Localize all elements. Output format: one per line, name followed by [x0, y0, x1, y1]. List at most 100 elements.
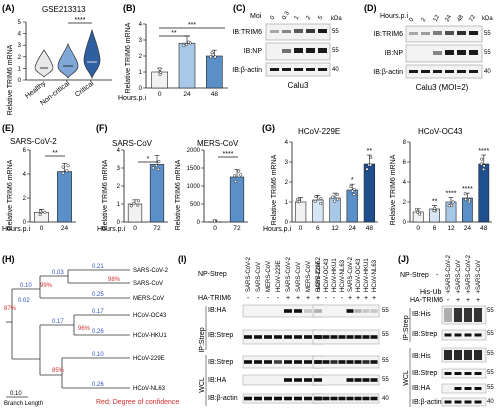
- tree-leaf: HCoV-229E: [133, 356, 165, 362]
- tree-scale-label: Branch Length: [4, 401, 43, 407]
- blot-band: [338, 360, 346, 364]
- tree-scale: 0.10: [10, 391, 22, 397]
- blot-band: [314, 378, 322, 382]
- panel-i-col-label: MERS-CoV: [306, 261, 312, 292]
- ytick-label: 1000: [187, 184, 201, 190]
- data-point: [482, 167, 486, 171]
- ytick-label: 0: [139, 86, 143, 92]
- panel-f-left-title: SARS-CoV: [112, 139, 153, 148]
- ytick-label: 4: [285, 140, 289, 146]
- panel-i-row: IB:Strep: [208, 359, 233, 366]
- blot-band: [244, 360, 252, 364]
- data-point: [450, 203, 454, 208]
- panel-i-sign: -: [257, 295, 260, 302]
- xtick-label: 24: [464, 225, 472, 232]
- panel-d-mw: 40: [484, 69, 491, 75]
- panel-a-ytick: 2: [18, 55, 22, 61]
- panel-d-cell: Calu3 (MOI=2): [416, 83, 469, 92]
- data-point: [350, 189, 355, 193]
- blot-band: [338, 335, 346, 339]
- panel-a-ytick: 0: [18, 78, 22, 84]
- panel-label-c: (C): [233, 3, 246, 13]
- panel-j-mw: 55: [487, 308, 494, 314]
- panel-j-col-label: SARS-CoV: [476, 260, 482, 290]
- data-point: [66, 164, 70, 168]
- bar: [149, 164, 165, 223]
- panel-g-left-xprefix: Hours.p.i: [263, 226, 291, 233]
- data-point: [156, 167, 160, 171]
- panel-i-col-label: SARS-CoV: [296, 262, 302, 292]
- panel-j-group: IP:Strep: [403, 315, 410, 340]
- data-point: [213, 55, 217, 59]
- xtick-label: 48: [480, 225, 488, 232]
- confidence: 87%: [4, 306, 17, 312]
- blot-band: [330, 360, 338, 364]
- tree-leaf: HCoV-OC43: [133, 313, 167, 319]
- blot-band: [346, 396, 354, 401]
- branch-length: 0.17: [52, 319, 64, 325]
- xtick-label: 12: [331, 225, 339, 232]
- ytick-label: 4: [139, 22, 143, 28]
- blot-smear: [464, 350, 472, 360]
- panel-c-col: 1: [294, 15, 301, 21]
- data-point: [336, 197, 340, 201]
- panel-c-row: IB:NP: [244, 48, 263, 55]
- blot-band: [244, 396, 252, 401]
- bar: [346, 189, 358, 223]
- panel-d-bands: [409, 31, 478, 73]
- panel-j-col-label: SARS-CoV-2: [446, 254, 452, 290]
- panel-b: Relative TRIM6 mRNA Hours.p.i *** ** 0 1 2…: [118, 22, 228, 102]
- blot-band: [284, 309, 292, 313]
- data-point: [136, 203, 140, 207]
- panel-a-yticks: 0 1 2 3 4 5: [18, 20, 26, 84]
- panel-label-g: (G): [262, 123, 275, 133]
- ytick-label: 4: [23, 172, 27, 178]
- blot-band: [370, 396, 378, 401]
- blot-band: [464, 372, 472, 375]
- data-point: [365, 167, 369, 171]
- panel-a: GSE213313 Relative TRIM6 mRNA 0 1 2 3 4 …: [7, 5, 112, 115]
- panel-i-mw: 55: [382, 377, 389, 383]
- ytick-label: 4: [117, 148, 121, 154]
- blot-band: [264, 396, 272, 401]
- branch-length: 0.25: [92, 292, 104, 298]
- blot-strip: [441, 383, 487, 394]
- ytick-label: 6: [23, 148, 27, 154]
- ytick-label: 2: [285, 180, 289, 186]
- panel-j-sign: +: [466, 289, 470, 296]
- blot-band: [346, 378, 354, 382]
- ytick-label: 1500: [187, 166, 201, 172]
- ytick-label: 0: [285, 220, 289, 226]
- blot-band: [254, 360, 262, 364]
- panel-f-right-title: MERS-CoV: [197, 139, 239, 148]
- blot-band: [304, 360, 312, 364]
- xtick-label: 6: [316, 225, 320, 232]
- blot-band: [474, 387, 482, 390]
- ytick-label: 0: [117, 220, 121, 226]
- panel-i-sign: -: [317, 295, 320, 302]
- data-point: [234, 179, 238, 183]
- blot-band: [346, 360, 354, 364]
- panel-g-left-ylabel: Relative TRIM6 mRNA: [271, 154, 278, 225]
- blot-strip: [441, 368, 487, 379]
- blot-strip: [441, 397, 487, 407]
- panel-i-row: IB:HA: [208, 377, 227, 384]
- panel-i-col-label: SARS-CoV-2: [286, 256, 292, 292]
- panel-d: Hours.p.i 0 2 12 24 48 72 kDa I: [373, 13, 493, 92]
- panel-i-col-label: SARS-CoV-2: [316, 256, 322, 292]
- data-point: [297, 200, 301, 204]
- panel-i-mw: 55: [382, 358, 389, 364]
- ytick-label: 2: [23, 196, 27, 202]
- blot-band: [354, 360, 362, 364]
- blot-band: [254, 335, 262, 339]
- blot-band: [354, 378, 362, 382]
- data-point: [416, 210, 420, 214]
- panel-i-sign: -: [247, 295, 250, 302]
- blot-band: [370, 378, 378, 382]
- tree-leaf: SARS-CoV: [133, 281, 163, 287]
- panel-c-mw: 55: [332, 29, 339, 35]
- blot-strip: [441, 329, 487, 341]
- data-point: [352, 192, 356, 197]
